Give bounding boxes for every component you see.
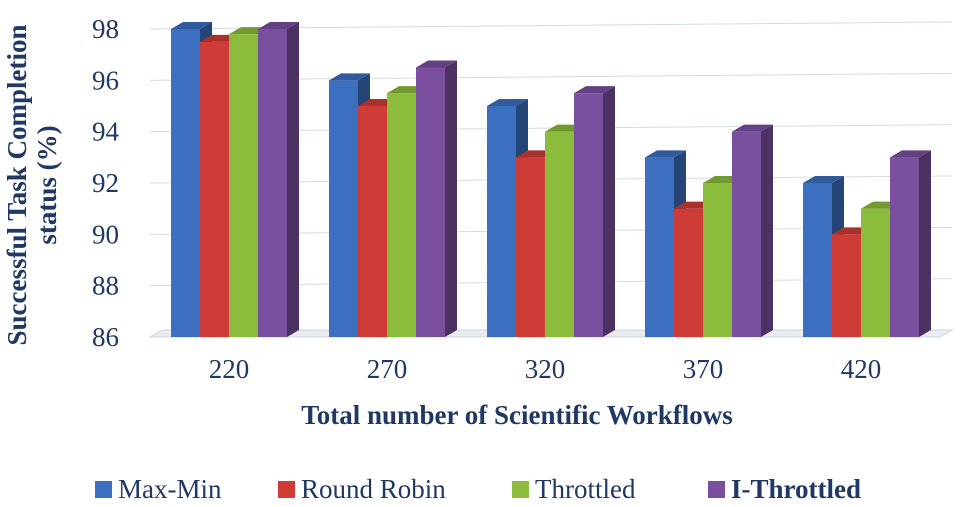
bar-i-throttled-370 [732, 124, 773, 338]
y-tick-label: 92 [92, 168, 119, 198]
y-axis-ticks: 86 88 90 92 94 96 98 [92, 14, 120, 352]
legend-item-round-robin: Round Robin [278, 474, 446, 504]
y-axis-label-line: status (%) [32, 125, 62, 244]
x-tick-label: 220 [209, 354, 250, 384]
legend-swatch [512, 481, 529, 498]
x-tick-label: 370 [683, 354, 724, 384]
y-axis-label-line: Successful Task Completion [2, 24, 32, 345]
y-axis-label: Successful Task Completionstatus (%) [2, 24, 62, 345]
legend-item-i-throttled: I-Throttled [708, 474, 861, 504]
y-tick-label: 90 [92, 219, 119, 249]
bar-i-throttled-220 [258, 22, 299, 337]
legend-label: Throttled [535, 474, 636, 504]
legend-swatch [278, 481, 295, 498]
legend-item-throttled: Throttled [512, 474, 636, 504]
x-tick-label: 420 [841, 354, 882, 384]
x-axis-ticks: 220 270 320 370 420 [209, 354, 882, 384]
y-tick-label: 86 [92, 322, 119, 352]
legend-label: I-Throttled [731, 474, 861, 504]
y-tick-label: 96 [92, 65, 119, 95]
legend-item-max-min: Max-Min [95, 474, 222, 504]
legend-label: Round Robin [301, 474, 446, 504]
bars [171, 22, 931, 338]
legend-swatch [708, 481, 725, 498]
legend-label: Max-Min [118, 474, 222, 504]
bar-i-throttled-270 [416, 60, 457, 337]
y-tick-label: 98 [92, 14, 119, 44]
x-tick-label: 320 [525, 354, 566, 384]
y-tick-label: 94 [92, 117, 120, 147]
y-tick-label: 88 [92, 271, 119, 301]
x-tick-label: 270 [367, 354, 408, 384]
bar-i-throttled-420 [890, 150, 931, 337]
legend-swatch [95, 481, 112, 498]
legend: Max-Min Round Robin Throttled I-Throttled [95, 474, 861, 504]
bar-i-throttled-320 [574, 86, 615, 338]
x-axis-label: Total number of Scientific Workflows [301, 400, 733, 430]
